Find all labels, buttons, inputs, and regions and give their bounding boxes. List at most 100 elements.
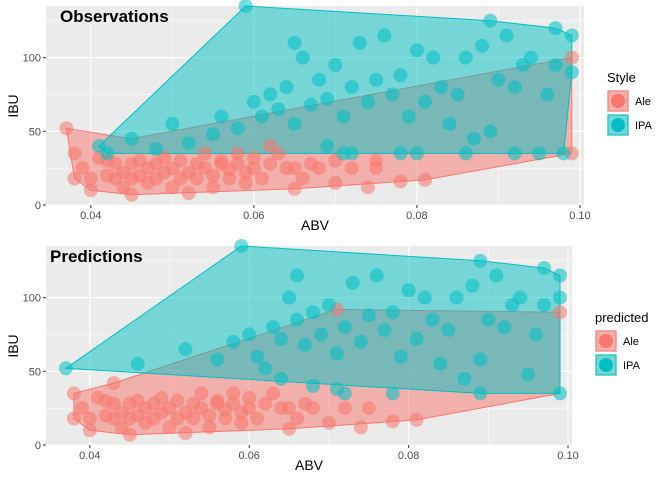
x-tick-label: 0.06 [243, 210, 264, 222]
point-ale [344, 161, 359, 176]
point-ale [198, 146, 212, 161]
point-ale [312, 161, 327, 176]
point-ipa [306, 379, 320, 393]
point-ipa [329, 382, 344, 396]
point-ipa [210, 352, 225, 367]
point-ale [238, 175, 253, 190]
point-ale [418, 172, 432, 187]
y-tick-label: 100 [23, 293, 41, 305]
point-ipa [483, 124, 498, 139]
point-ipa [553, 290, 567, 305]
point-ipa [475, 38, 490, 53]
hull-ipa [64, 245, 561, 394]
point-ale [337, 401, 352, 416]
point-ale [202, 408, 217, 423]
point-ale [230, 146, 245, 161]
point-ipa [92, 139, 106, 153]
points-layer [59, 0, 579, 202]
point-ipa [385, 386, 400, 401]
point-ipa [206, 127, 221, 142]
point-ipa [441, 323, 456, 337]
point-ale [282, 421, 297, 436]
point-ipa [553, 386, 567, 401]
point-ipa [312, 72, 327, 87]
point-ale [246, 161, 261, 176]
y-tick-labels: 0 50 100 [23, 293, 46, 452]
point-ale [226, 396, 241, 411]
point-ipa [426, 50, 441, 65]
y-tick-label: 0 [35, 440, 41, 452]
point-ale [83, 171, 98, 186]
point-ipa [564, 28, 579, 43]
point-ipa [369, 268, 384, 283]
point-ipa [369, 72, 384, 87]
point-ipa [553, 268, 567, 283]
x-tick-label: 0.10 [569, 210, 590, 222]
point-ipa [377, 28, 392, 43]
point-ipa [377, 323, 392, 337]
x-tick-label: 0.06 [239, 450, 260, 462]
point-ipa [473, 352, 488, 367]
point-ipa [336, 109, 351, 124]
x-tick-label: 0.10 [557, 450, 578, 462]
point-ipa [449, 290, 464, 305]
point-ipa [214, 109, 229, 124]
point-ipa [306, 305, 320, 320]
point-ipa [58, 361, 73, 376]
point-ipa [290, 268, 304, 283]
point-ipa [564, 65, 579, 80]
point-ipa [266, 320, 281, 335]
point-ipa [130, 356, 145, 371]
x-tick-labels: 0.04 0.06 0.08 0.10 [80, 205, 591, 222]
point-ipa [409, 43, 424, 58]
point-ale [258, 396, 273, 411]
point-ipa [282, 290, 297, 305]
point-ipa [329, 346, 344, 361]
point-ipa [458, 146, 473, 161]
point-ipa [238, 0, 253, 13]
point-ale [122, 427, 137, 442]
point-ale [173, 153, 188, 168]
point-ale [194, 386, 209, 401]
point-ale [154, 390, 169, 405]
point-ale [108, 156, 123, 171]
legend-label-ale: Ale [623, 336, 639, 348]
legend-entries: Ale IPA [607, 90, 653, 136]
point-ale [74, 401, 89, 416]
point-ale [295, 171, 310, 186]
point-ipa [353, 334, 368, 349]
point-ale [202, 420, 217, 435]
point-ale [230, 156, 245, 171]
point-ipa [483, 13, 498, 28]
observations-panel: Observations 0.04 0.06 0.08 0.10 0 50 100 ABV… [5, 0, 653, 233]
point-ipa [458, 50, 473, 65]
point-ale [66, 386, 81, 401]
legend-label-ale: Ale [635, 96, 651, 108]
point-ale [170, 393, 185, 408]
point-ipa [409, 146, 424, 161]
point-ipa [385, 87, 400, 102]
point-ipa [287, 116, 302, 131]
legend-key-point [611, 118, 625, 132]
legend-key-point [599, 334, 613, 348]
point-ale [189, 171, 204, 186]
legend: predicted Ale IPA [595, 310, 648, 376]
point-ale [106, 376, 121, 391]
point-ipa [361, 94, 375, 109]
point-ale [157, 150, 172, 165]
point-ipa [537, 298, 552, 312]
point-ale [250, 411, 265, 426]
point-ale [246, 150, 261, 165]
point-ale [266, 386, 281, 401]
point-ale [226, 386, 241, 401]
point-ipa [234, 239, 249, 253]
point-ipa [258, 361, 273, 376]
point-ale [409, 412, 424, 427]
legend-title: Style [607, 70, 636, 85]
point-ale [369, 153, 384, 168]
point-ipa [556, 146, 571, 161]
point-ipa [352, 35, 367, 50]
point-ipa [345, 275, 360, 290]
point-ipa [409, 331, 424, 346]
